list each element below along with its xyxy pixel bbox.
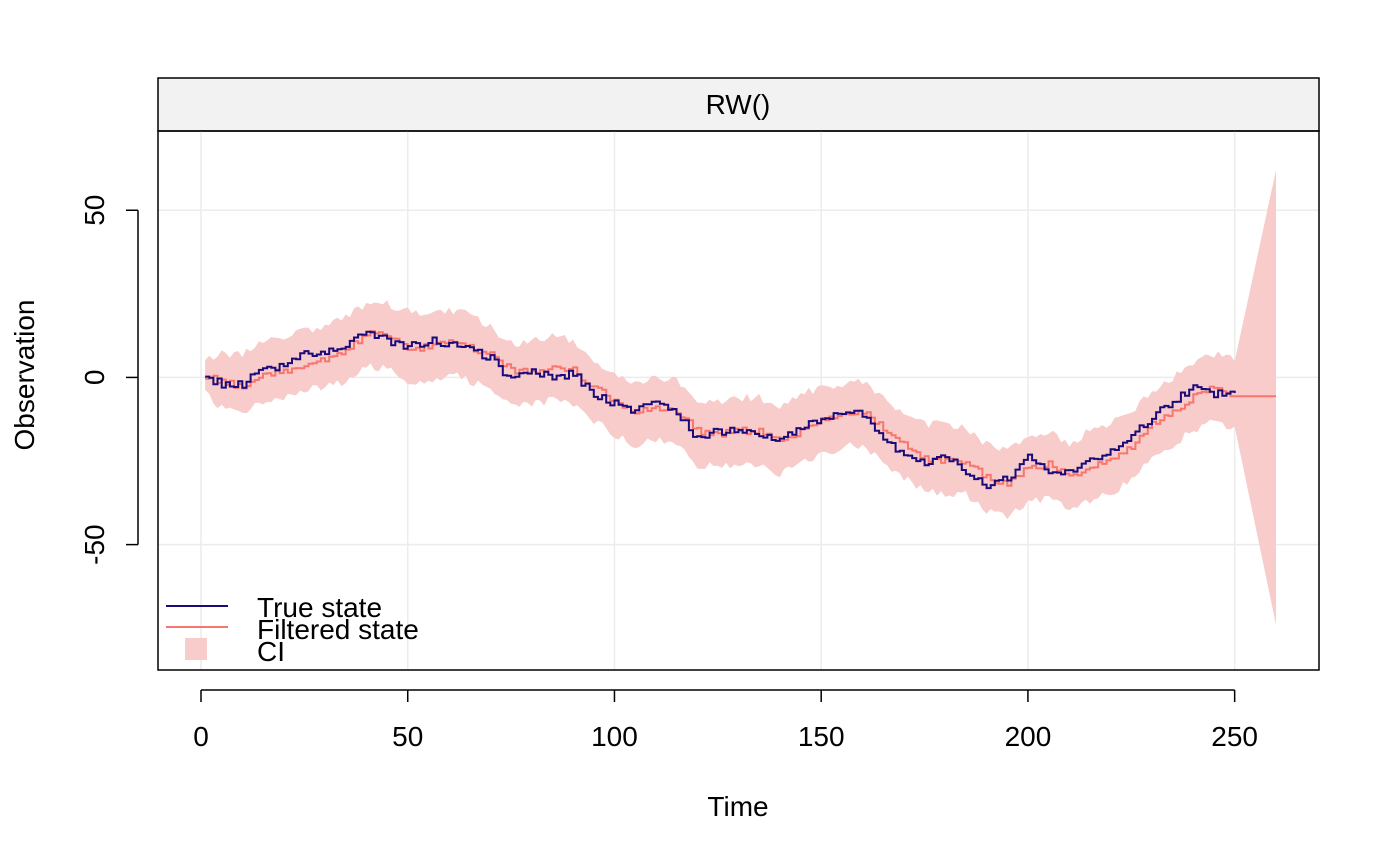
x-tick-label-0: 0 (193, 721, 209, 752)
x-axis-title: Time (707, 791, 768, 822)
y-tick-label-2: 50 (79, 195, 110, 226)
legend-ci-label: CI (257, 636, 285, 667)
panel-title: RW() (706, 89, 771, 120)
x-tick-label-4: 200 (1005, 721, 1052, 752)
x-tick-label-2: 100 (591, 721, 638, 752)
ci-band (205, 170, 1277, 625)
panel-strip (157, 77, 1320, 132)
x-tick-label-1: 50 (392, 721, 423, 752)
ci-band-area (205, 170, 1277, 625)
legend: True state Filtered state CI (166, 592, 419, 667)
x-tick-label-3: 150 (798, 721, 845, 752)
true-state-line (205, 330, 1236, 490)
legend-filtered-state-label: Filtered state (257, 614, 419, 645)
y-tick-label-0: -50 (79, 524, 110, 564)
x-axis: 0 50 100 150 200 250 (193, 689, 1258, 752)
y-tick-label-1: 0 (79, 370, 110, 386)
x-tick-label-5: 250 (1211, 721, 1258, 752)
y-axis-title: Observation (9, 300, 40, 451)
legend-true-state-label: True state (257, 592, 382, 623)
y-axis: -50 0 50 (79, 195, 139, 565)
plot-frame (157, 130, 1320, 671)
series-lines (205, 330, 1276, 490)
legend-ci-swatch (185, 638, 207, 660)
